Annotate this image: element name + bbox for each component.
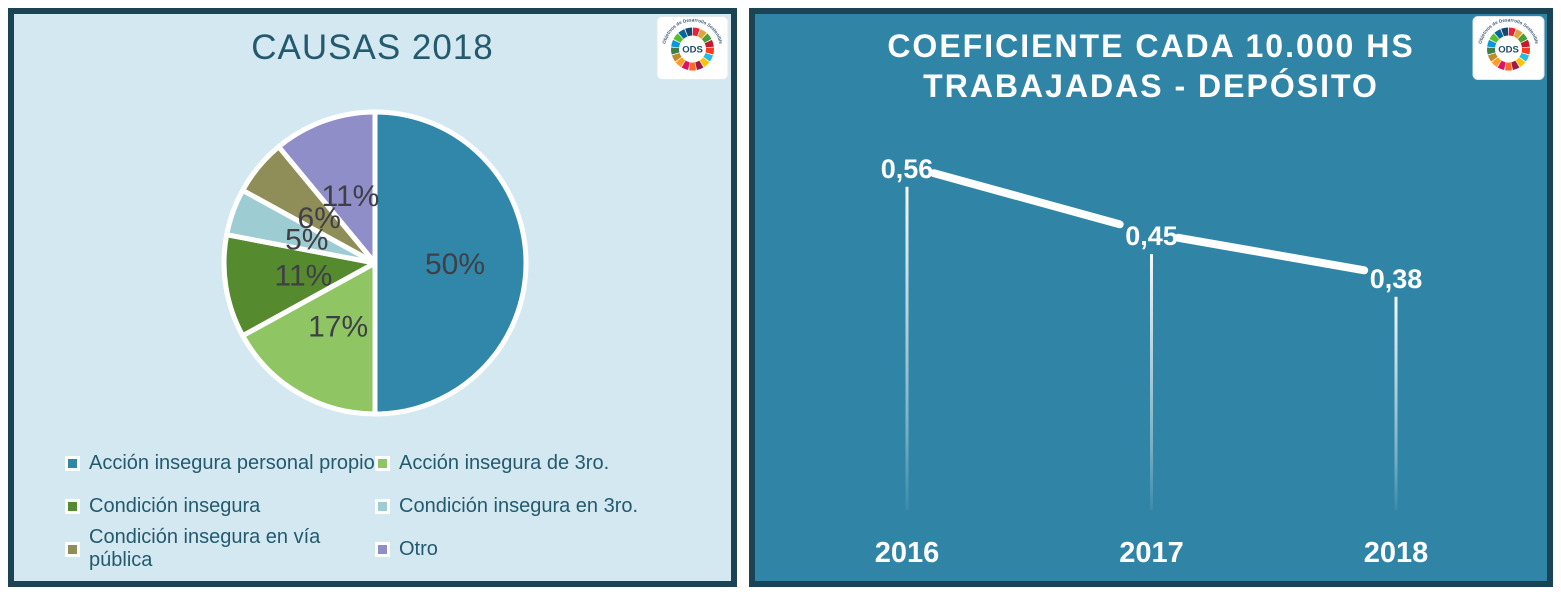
ods-logo-label: ODS <box>682 45 703 56</box>
legend-swatch <box>65 455 80 471</box>
legend-swatch <box>65 498 80 514</box>
legend-swatch <box>375 498 390 514</box>
x-axis-label: 2018 <box>1364 537 1429 569</box>
sdg-wheel-segment <box>671 52 682 62</box>
line-chart-title: COEFICIENTE CADA 10.000 HS TRABAJADAS - … <box>755 26 1547 106</box>
pie-data-label: 17% <box>308 310 368 343</box>
line-chart-title-line2: TRABAJADAS - DEPÓSITO <box>923 68 1379 104</box>
drop-line <box>1150 254 1153 510</box>
sdg-wheel-segment <box>1511 60 1520 71</box>
pie-data-label: 11% <box>274 259 332 292</box>
line-chart-title-line1: COEFICIENTE CADA 10.000 HS <box>887 28 1415 64</box>
ods-sdg-wheel-logo: ODS Objetivos de Desarrollo Sostenible <box>1472 16 1545 80</box>
legend-item: Condición insegura en vía pública <box>65 526 375 571</box>
pie-chart: 50%17%11%5%6%11% <box>221 109 529 417</box>
sdg-wheel-segment <box>671 39 681 48</box>
sdg-wheel-segment <box>699 57 710 68</box>
sdg-wheel-center <box>1495 36 1522 62</box>
drop-line <box>905 186 909 511</box>
sdg-wheel-segment <box>703 52 714 62</box>
legend-label: Condición insegura en 3ro. <box>399 494 639 517</box>
sdg-wheel-segment <box>1519 52 1530 62</box>
x-axis-label: 2016 <box>875 537 940 569</box>
legend-swatch <box>65 541 80 557</box>
pie-data-label: 6% <box>298 202 341 235</box>
legend-swatch <box>375 455 390 471</box>
sdg-wheel-segment <box>1521 47 1531 55</box>
sdg-wheel-segment <box>695 60 704 71</box>
sdg-wheel-segment <box>1504 62 1513 71</box>
pie-data-label: 50% <box>425 248 485 281</box>
sdg-wheel-segment <box>678 29 688 39</box>
pie-chart-title: CAUSAS 2018 <box>251 28 494 67</box>
sdg-wheel-segment <box>1515 57 1526 68</box>
sdg-wheel-segment <box>673 33 684 43</box>
legend-label: Condición insegura en vía pública <box>89 526 321 571</box>
sdg-wheel-center <box>679 36 706 62</box>
line-segment <box>1174 233 1369 275</box>
x-axis-label: 2017 <box>1119 537 1184 569</box>
legend-item: Condición insegura en 3ro. <box>375 495 638 517</box>
value-label: 0,45 <box>1125 221 1178 251</box>
line-chart: 0,56 2016 0,45 2017 0,38 2018 <box>875 154 1429 569</box>
legend-label: Acción insegura de 3ro. <box>399 451 610 474</box>
sdg-wheel-segment <box>701 33 712 43</box>
legend-item: Otro <box>375 538 638 560</box>
sdg-wheel-segment <box>675 57 686 68</box>
pie-slice <box>276 109 378 266</box>
sdg-wheel-segment <box>681 60 690 71</box>
legend-label: Condición insegura <box>89 494 261 517</box>
sdg-wheel-segment <box>1501 27 1509 37</box>
sdg-wheel-segment <box>1513 29 1523 39</box>
legend-item: Condición insegura <box>65 495 375 517</box>
pie-slice <box>240 260 378 417</box>
sdg-wheel-segment <box>670 47 680 55</box>
sdg-wheel-segment <box>1520 39 1530 48</box>
line-segment <box>929 169 1124 229</box>
sdg-wheel-segment <box>1517 33 1528 43</box>
pie-slice <box>372 109 529 417</box>
ods-sdg-wheel-logo: ODS Objetivos de Desarrollo Sostenible <box>656 16 729 80</box>
legend-label: Acción insegura personal propio <box>89 451 375 474</box>
pie-legend: Acción insegura personal propio Acción in… <box>65 452 638 571</box>
pie-slice <box>221 232 378 339</box>
sdg-wheel-segment <box>1494 29 1504 39</box>
sdg-wheel-segment <box>1489 33 1500 43</box>
ods-logo-label: ODS <box>1498 45 1519 56</box>
value-label: 0,38 <box>1370 264 1423 294</box>
coefficient-line-panel: 0,56 2016 0,45 2017 0,38 2018 COEFICIENTE CAD… <box>749 8 1553 587</box>
drop-line <box>1394 296 1398 510</box>
sdg-wheel-segment <box>688 62 697 71</box>
causes-pie-panel: CAUSAS 2018 ODS Objetivos de Desarrollo … <box>8 8 737 587</box>
legend-label: Otro <box>399 537 438 560</box>
pie-data-label: 5% <box>285 223 328 256</box>
pie-data-label: 11% <box>321 180 379 213</box>
sdg-wheel-segment <box>704 39 714 48</box>
legend-swatch <box>375 541 390 557</box>
legend-item: Acción insegura personal propio <box>65 452 375 474</box>
sdg-wheel-segment <box>705 47 715 55</box>
sdg-wheel-segment <box>1487 52 1498 62</box>
sdg-wheel-segment <box>697 29 707 39</box>
sdg-wheel-segment <box>692 27 700 37</box>
legend-item: Acción insegura de 3ro. <box>375 452 638 474</box>
sdg-wheel-segment <box>685 27 693 37</box>
sdg-wheel-segment <box>1508 27 1516 37</box>
value-label: 0,56 <box>881 154 934 184</box>
sdg-wheel-segment <box>1486 47 1496 55</box>
sdg-wheel-segment <box>1487 39 1497 48</box>
sdg-wheel-segment <box>1491 57 1502 68</box>
sdg-wheel-segment <box>1497 60 1506 71</box>
